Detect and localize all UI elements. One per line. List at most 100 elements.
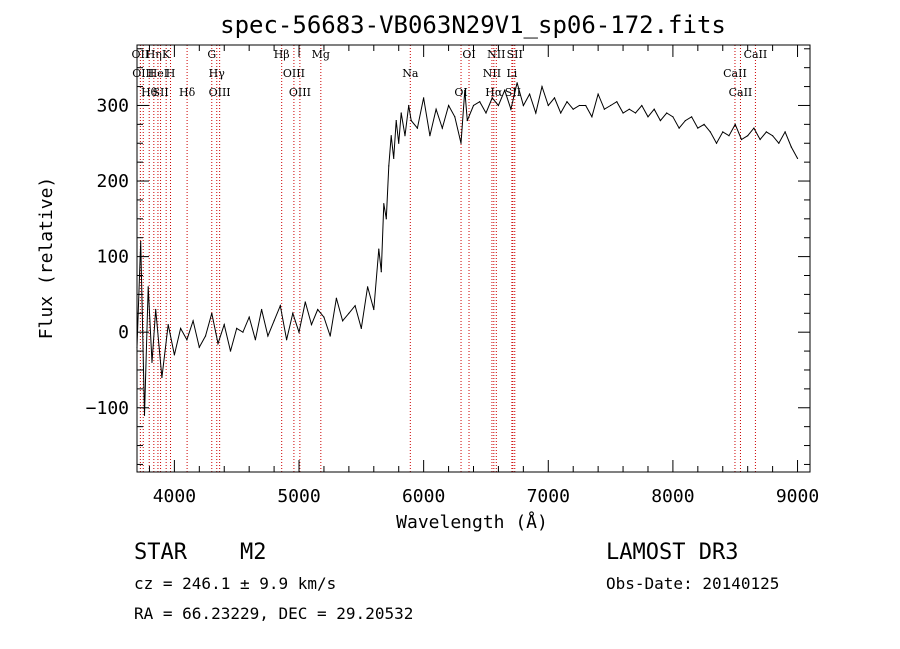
- spectrum-point: [772, 135, 774, 137]
- spectrum-point: [516, 82, 518, 84]
- spectrum-point: [217, 342, 219, 345]
- spectrum-point: [441, 127, 443, 129]
- spectrum-point: [329, 335, 331, 337]
- spectrum-point: [161, 376, 163, 379]
- spectrum-point: [722, 131, 724, 133]
- spectrum-point: [628, 108, 630, 110]
- spectrum-point: [390, 135, 392, 137]
- spectrum-point: [360, 327, 362, 330]
- line-marker-label: Hθ: [141, 86, 158, 99]
- spectrum-point: [398, 142, 400, 144]
- spectrum-point: [747, 135, 749, 137]
- spectrum-point: [236, 327, 238, 330]
- spectrum-point: [447, 104, 450, 107]
- spectrum-point: [435, 108, 437, 110]
- line-marker-label: SII: [507, 48, 523, 61]
- spectrum-point: [454, 116, 456, 118]
- spectrum-point: [460, 142, 462, 144]
- spectrum-point: [659, 119, 662, 122]
- spectrum-point: [709, 131, 711, 133]
- spectrum-point: [248, 316, 250, 318]
- spectrum-point: [653, 108, 655, 110]
- spectrum-point: [267, 335, 269, 337]
- spectrum-point: [672, 116, 674, 118]
- spectrum-point: [335, 297, 338, 299]
- line-marker-label: OI: [462, 48, 475, 61]
- line-marker-label: Hη: [146, 48, 162, 61]
- object-class: STAR: [134, 540, 187, 565]
- coordinates: RA = 66.23229, DEC = 29.20532: [134, 604, 414, 623]
- line-marker-label: Na: [402, 67, 419, 80]
- x-axis-ticks: 4000 5000 6000 7000 8000 9000: [148, 45, 819, 507]
- line-marker-label: CaII: [744, 48, 768, 61]
- spectrum-point: [765, 131, 767, 133]
- line-marker-label: NII: [483, 67, 501, 80]
- spectrum-point: [395, 119, 397, 122]
- y-tick-label: −100: [86, 398, 129, 419]
- chart-title: spec-56683-VB063N29V1_sp06-172.fits: [220, 11, 726, 39]
- line-marker-label: SII: [152, 86, 168, 99]
- y-axis-ticks: −100 0 100 200 300: [86, 48, 810, 465]
- line-marker-label: Hγ: [209, 67, 226, 80]
- spectrum-point: [143, 414, 146, 416]
- line-marker-label: Li: [506, 67, 517, 80]
- spectrum-point: [560, 112, 562, 114]
- spectrum-point: [796, 157, 799, 159]
- line-marker-label: OIII: [132, 67, 154, 80]
- line-marker-label: Hδ: [179, 86, 196, 99]
- spectrum-point: [504, 89, 506, 91]
- spectrum-point: [753, 127, 755, 129]
- line-marker-label: SII: [505, 86, 521, 99]
- spectrum-point: [423, 97, 425, 99]
- x-tick-label: 9000: [776, 486, 819, 507]
- spectrum-point: [616, 101, 618, 103]
- x-tick-label: 4000: [153, 486, 196, 507]
- line-marker-label: OII: [132, 48, 150, 61]
- spectrum-point: [485, 112, 487, 114]
- redshift-velocity: cz = 246.1 ± 9.9 km/s: [134, 574, 337, 593]
- spectrum-point: [790, 146, 792, 148]
- spectrum-point: [385, 218, 387, 220]
- spectrum-point: [728, 135, 730, 137]
- line-marker-label: CaII: [729, 86, 753, 99]
- spectrum-point: [140, 240, 142, 243]
- spectrum-point: [173, 354, 175, 356]
- spectrum-line-group: [136, 82, 799, 416]
- spectrum-point: [279, 305, 281, 307]
- spectrum-point: [578, 104, 581, 107]
- spectrum-point: [155, 308, 157, 311]
- spectrum-point: [342, 320, 344, 322]
- spectrum-point: [597, 93, 599, 95]
- spectrum-point: [292, 312, 294, 314]
- spectrum-series-line: [136, 82, 798, 416]
- line-marker-label: H: [166, 67, 176, 80]
- spectrum-point: [740, 138, 743, 141]
- line-marker-label: Hβ: [274, 48, 290, 61]
- spectrum-point: [547, 104, 549, 107]
- spectrum-point: [678, 127, 680, 129]
- spectrum-point: [603, 108, 605, 110]
- plot-frame: [136, 44, 811, 473]
- spectrum-point: [715, 142, 718, 144]
- spectrum-point: [553, 97, 556, 99]
- spectrum-point: [383, 203, 385, 205]
- spectrum-point: [373, 308, 375, 311]
- spectrum-point: [410, 119, 412, 122]
- spectrum-point: [466, 119, 468, 122]
- spectrum-point: [151, 361, 153, 364]
- x-axis-label: Wavelength (Å): [396, 511, 548, 533]
- observation-date: Obs-Date: 20140125: [606, 574, 780, 593]
- line-marker-label: G: [207, 48, 216, 61]
- spectrum-point: [634, 112, 637, 114]
- spectrum-point: [416, 127, 419, 129]
- spectrum-point: [522, 104, 524, 107]
- line-marker-label: OIII: [283, 67, 305, 80]
- spectrum-point: [348, 312, 350, 314]
- y-axis-label: Flux (relative): [36, 177, 57, 340]
- spectrum-point: [273, 320, 275, 322]
- y-tick-label: 100: [96, 247, 129, 268]
- line-marker-label: HeI: [148, 67, 168, 80]
- spectrum-point: [778, 142, 780, 144]
